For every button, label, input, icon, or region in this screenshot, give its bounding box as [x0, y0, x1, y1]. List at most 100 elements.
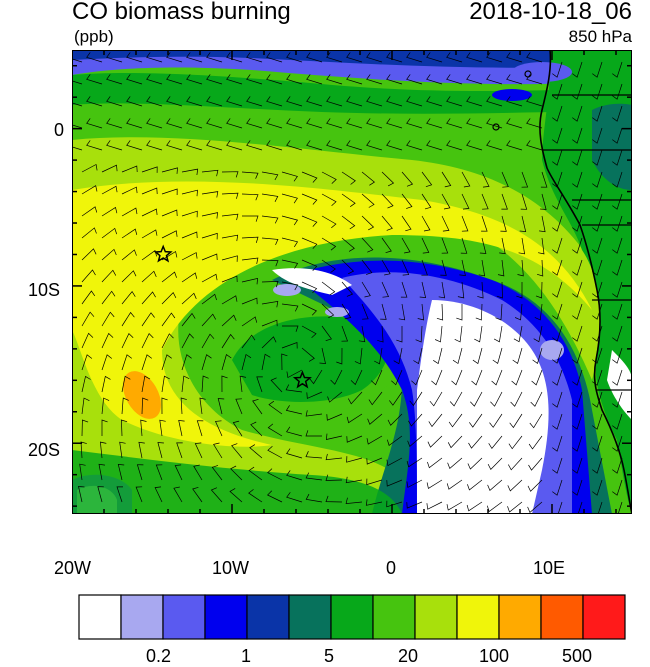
wind-barb — [381, 237, 392, 254]
wind-barb — [612, 259, 623, 276]
wind-barb — [285, 405, 303, 415]
wind-barb — [552, 413, 563, 430]
wind-barb — [192, 486, 203, 503]
wind-barb — [572, 347, 583, 364]
wind-barb — [481, 193, 489, 210]
wind-barb — [413, 347, 423, 365]
wind-barb — [141, 397, 149, 415]
wind-barb — [341, 259, 355, 275]
wind-barb — [121, 270, 137, 283]
wind-barb — [592, 369, 603, 386]
wind-barb — [539, 215, 546, 233]
wind-barb — [325, 453, 343, 461]
wind-barb — [452, 347, 463, 365]
wind-barb — [592, 347, 603, 364]
wind-barb — [81, 375, 91, 393]
wind-barb — [186, 52, 203, 63]
wind-barb — [321, 259, 336, 273]
wind-barb — [206, 96, 223, 107]
wind-barb — [221, 354, 232, 371]
wind-barb — [186, 118, 203, 129]
wind-barb — [281, 353, 288, 371]
wind-barb — [301, 193, 318, 205]
wind-barb — [106, 140, 123, 151]
wind-barb — [121, 165, 138, 173]
wind-barb — [121, 311, 135, 327]
wind-barb — [487, 457, 503, 470]
wind-barb — [488, 435, 503, 449]
wind-barb — [101, 248, 117, 261]
wind-barb — [81, 354, 93, 371]
wind-barb — [281, 342, 298, 349]
x-tick-label: 20W — [54, 558, 92, 578]
wind-barb — [181, 252, 198, 261]
wind-barb — [281, 237, 299, 248]
wind-barb — [201, 253, 218, 261]
wind-barb — [347, 391, 363, 405]
wind-barb — [201, 333, 215, 349]
wind-barb — [428, 413, 443, 428]
wind-barb — [81, 332, 94, 349]
wind-barb — [201, 191, 219, 198]
wind-barb — [126, 74, 143, 85]
wind-barb — [196, 420, 204, 437]
wind-barb — [506, 118, 523, 129]
wind-barb — [206, 52, 223, 63]
pressure-level-label: 850 hPa — [568, 27, 632, 46]
wind-barb — [572, 149, 583, 166]
wind-barb — [386, 500, 403, 508]
wind-barb — [572, 105, 583, 122]
wind-barb — [261, 300, 279, 308]
wind-barb — [306, 52, 323, 63]
wind-barb — [146, 74, 163, 85]
wind-barb — [166, 140, 183, 151]
wind-barb — [448, 413, 463, 428]
wind-barb — [513, 325, 523, 343]
wind-barb — [326, 413, 343, 421]
wind-barb — [572, 193, 583, 210]
wind-barb — [493, 325, 503, 343]
wind-barb — [528, 457, 543, 471]
wind-barb — [206, 74, 223, 85]
wind-barb — [301, 325, 317, 339]
wind-barb — [531, 369, 543, 386]
colorbar-swatch — [498, 594, 542, 640]
country-border — [542, 94, 632, 391]
wind-barb — [535, 281, 543, 299]
wind-barb — [386, 435, 403, 446]
wind-barb — [309, 369, 323, 385]
wind-barb — [101, 269, 117, 283]
wind-barb — [552, 61, 563, 78]
wind-barb — [407, 435, 423, 447]
colorbar-swatch — [120, 594, 164, 640]
wind-barb — [140, 419, 147, 437]
wind-barb — [552, 435, 563, 452]
wind-barb — [221, 375, 228, 393]
map-datetime: 2018-10-18_06 — [469, 0, 632, 25]
wind-barb — [119, 441, 126, 459]
wind-barb — [246, 118, 263, 129]
wind-barb — [429, 391, 443, 407]
colorbar-label: 0.2 — [146, 646, 172, 666]
wind-barb — [490, 391, 503, 407]
wind-barb — [506, 96, 523, 107]
y-tick-label: 10S — [28, 280, 61, 300]
wind-barb — [406, 479, 423, 488]
wind-barb — [381, 171, 395, 187]
wind-barb — [552, 347, 563, 364]
wind-barb — [305, 493, 323, 503]
wind-barb — [221, 171, 239, 178]
wind-barb — [301, 259, 318, 272]
wind-barb — [201, 169, 219, 177]
wind-barb — [441, 171, 452, 188]
wind-barb — [366, 478, 383, 486]
wind-barb — [346, 435, 363, 443]
wind-barb — [186, 140, 203, 151]
wind-barb — [518, 237, 526, 255]
wind-barb — [417, 303, 424, 321]
wind-barb — [161, 209, 178, 217]
wind-barb — [361, 171, 375, 186]
colorbar-swatch — [162, 594, 206, 640]
wind-barb — [181, 189, 198, 197]
wind-barb — [161, 397, 168, 415]
